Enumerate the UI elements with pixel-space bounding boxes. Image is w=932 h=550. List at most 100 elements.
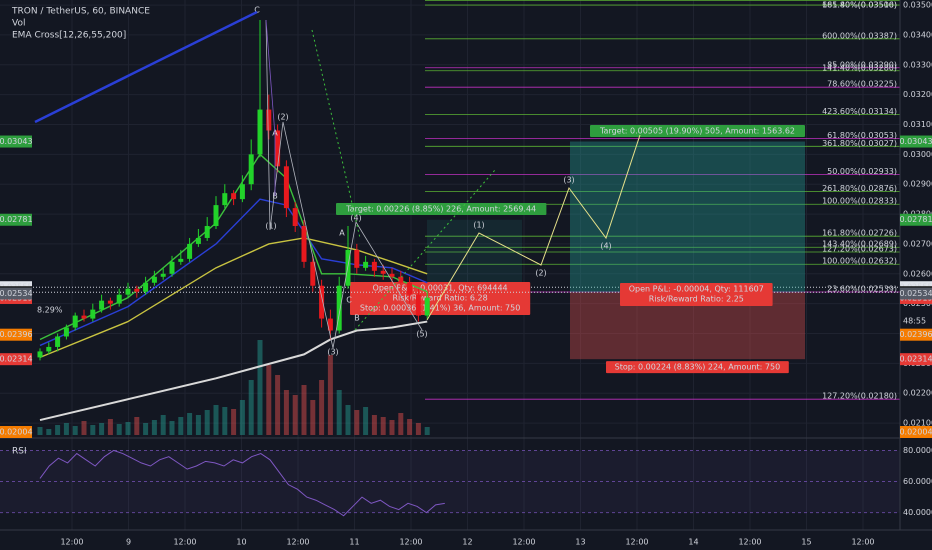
price-marker [0,328,32,341]
ema-label: EMA Cross[12,26,55,200] [12,31,126,41]
candle-body [151,276,157,283]
candle-body [160,273,166,277]
x-tick-label: 11 [349,538,359,547]
volume-bar [222,407,228,435]
fib-label: 100.00%(0.02632) [822,257,897,266]
price-marker [0,353,32,366]
price-marker-label: 0.02004 [0,428,33,437]
fib-label: 161.80%(0.02726) [822,229,897,238]
volume-bar [160,415,166,435]
price-marker [900,135,932,148]
candle-body [248,154,254,185]
wave-label: C [346,296,352,305]
candle-body [178,258,184,262]
candle-body [99,300,105,310]
price-marker-label: 0.02534 [0,289,33,298]
dotted-line [354,169,496,331]
fib-label: 423.60%(0.03134) [822,107,897,116]
candle-body [107,300,113,304]
fib-label: 143.40%(0.02689) [822,240,897,249]
volume-bar [363,407,369,435]
volume-bar [204,410,210,435]
volume-bar [257,340,263,435]
volume-bar [46,429,52,435]
fib-label: 23.60%(0.02539) [827,285,897,294]
countdown: 48:55 [903,317,926,326]
rsi-line [39,449,445,517]
candle-body [231,193,237,200]
fib-label: 141.40%(0.03280) [822,63,897,72]
fib-label: 50.00%(0.02933) [827,167,897,176]
candle-body [46,346,52,352]
volume-bar [336,390,342,435]
candle-body [354,249,360,268]
volume-bar [283,390,289,435]
candle-body [213,205,219,227]
price-marker [0,426,32,438]
dotted-line [311,29,361,239]
fib-label: 61.80%(0.03053) [827,131,897,140]
fib-label: 127.20%(0.02180) [822,392,897,401]
volume-bar [178,417,184,435]
price-marker [900,328,932,341]
x-tick-label: 12:00 [286,538,309,547]
volume-bar [195,415,201,435]
candle-body [415,294,421,316]
price-marker-label: 0.02004 [899,428,932,437]
price-marker-label: 0.02781 [0,215,33,224]
volume-bar [231,409,237,435]
price-marker [0,213,32,226]
wave-label: (2) [535,269,546,278]
rsi-tick-label: 40.0000 [903,508,932,517]
volume-bar [407,419,413,435]
candle-body [266,109,272,131]
candle-body [283,166,289,209]
target-label: Target: 0.00226 (8.85%) 226, Amount: 256… [345,205,536,214]
candle-body [187,243,193,259]
volume-bar [275,375,281,435]
wave-path [265,19,276,196]
price-marker-label: 0.03043 [0,137,33,146]
candle-body [301,226,307,262]
candle-body [371,261,377,271]
volume-bar [99,423,105,435]
volume-bar [424,427,430,435]
volume-bar [319,380,325,435]
wave-label: B [354,314,360,323]
target-label-box [590,125,805,137]
candle-body [257,109,263,155]
wave-path [265,19,423,349]
x-tick-label: 12:00 [625,538,648,547]
wave-label: (5) [416,330,427,339]
volume-bar [371,415,377,435]
volume-bar [415,423,421,435]
candle-body [275,130,281,167]
x-tick-label: 12:00 [173,538,196,547]
stop-label-box [606,361,789,374]
price-marker [900,353,932,366]
wave-label: (3) [327,348,338,357]
candle-body [363,261,369,268]
candle-body [380,270,386,274]
candle-body [222,193,228,206]
stop-label: Stop: 0.00224 (8.83%) 224, Amount: 750 [615,363,781,372]
y-tick-label: 0.03500 [903,1,932,10]
ema-line [39,320,428,422]
candle-body [407,282,413,295]
candle-body [310,261,316,286]
candle-body [55,336,61,347]
volume-bar [310,400,316,435]
title: TRON / TetherUS, 60, BINANCE [11,7,150,17]
volume-bar [81,421,87,435]
wave-label: (3) [563,176,574,185]
candle-body [143,282,149,292]
candle-body [134,288,140,292]
x-tick-label: 12:00 [738,538,761,547]
candle-body [204,226,210,238]
price-marker-label: 0.02314 [0,355,33,364]
target-zone [427,219,522,288]
candle-body [90,309,96,319]
